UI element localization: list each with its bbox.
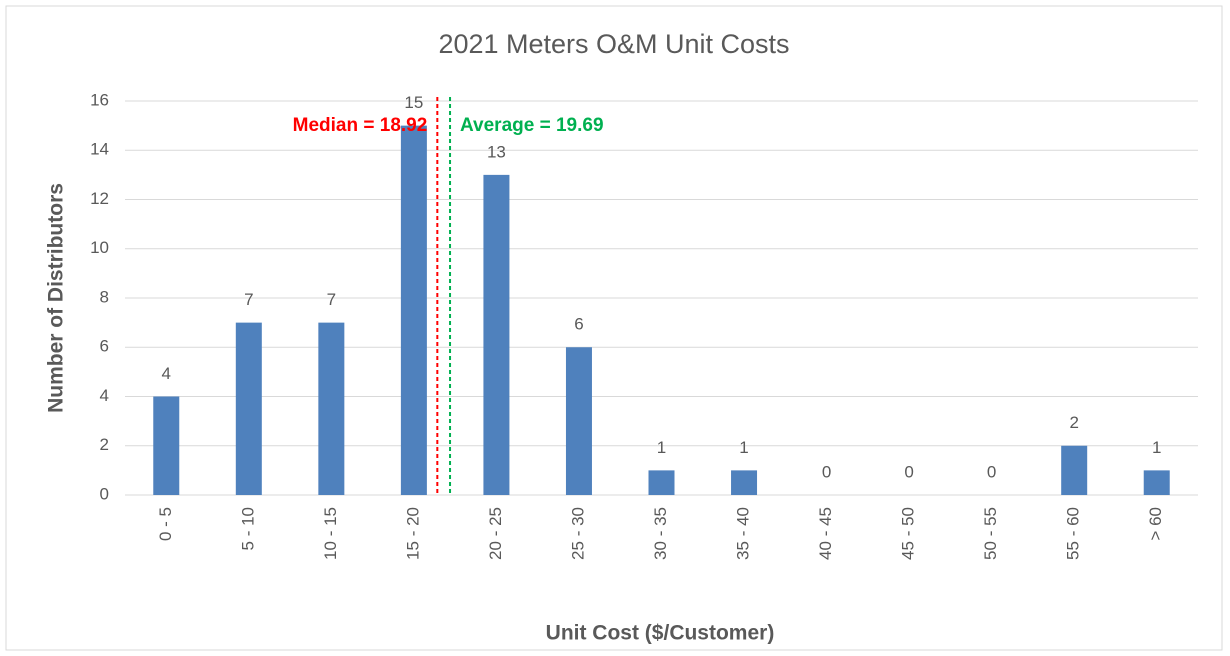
bar <box>483 174 510 495</box>
x-tick-label: 35 - 40 <box>734 507 753 560</box>
y-tick-label: 12 <box>90 189 109 208</box>
data-label: 0 <box>822 462 831 481</box>
bar <box>318 322 345 495</box>
x-tick-label: 0 - 5 <box>156 507 175 541</box>
y-tick-label: 2 <box>100 435 109 454</box>
data-label: 7 <box>327 290 336 309</box>
bar <box>648 470 675 495</box>
bar <box>400 125 427 495</box>
bar <box>1061 445 1088 495</box>
bar <box>1143 470 1170 495</box>
x-tick-label: 45 - 50 <box>899 507 918 560</box>
y-tick-label: 8 <box>100 287 109 306</box>
y-tick-label: 14 <box>90 140 109 159</box>
x-tick-label: 10 - 15 <box>321 507 340 560</box>
data-label: 1 <box>739 438 748 457</box>
data-label: 4 <box>162 364 171 383</box>
data-label: 7 <box>244 290 253 309</box>
data-label: 1 <box>657 438 666 457</box>
annotation: Average = 19.69 <box>460 115 603 136</box>
chart-border <box>5 5 1223 651</box>
annotation: Median = 18.92 <box>293 115 428 136</box>
y-tick-label: 6 <box>100 337 109 356</box>
x-tick-label: 15 - 20 <box>403 507 422 560</box>
y-tick-label: 4 <box>100 386 109 405</box>
x-tick-label: 30 - 35 <box>651 507 670 560</box>
data-label: 0 <box>987 462 996 481</box>
data-label: 1 <box>1152 438 1161 457</box>
x-tick-label: 5 - 10 <box>238 507 257 550</box>
data-label: 0 <box>904 462 913 481</box>
data-label: 15 <box>404 93 423 112</box>
bar <box>235 322 262 495</box>
y-tick-label: 16 <box>90 90 109 109</box>
x-tick-label: 55 - 60 <box>1064 507 1083 560</box>
x-tick-label: 25 - 30 <box>568 507 587 560</box>
bar <box>731 470 758 495</box>
bar <box>565 347 592 495</box>
y-tick-label: 0 <box>100 484 109 503</box>
data-label: 13 <box>487 142 506 161</box>
data-label: 2 <box>1069 413 1078 432</box>
x-tick-label: > 60 <box>1146 507 1165 541</box>
chart-title: 2021 Meters O&M Unit Costs <box>438 29 789 59</box>
x-tick-label: 20 - 25 <box>486 507 505 560</box>
x-axis-title: Unit Cost ($/Customer) <box>546 622 775 645</box>
y-tick-label: 10 <box>90 238 109 257</box>
y-axis-title: Number of Distributors <box>45 183 68 413</box>
x-tick-label: 40 - 45 <box>816 507 835 560</box>
bar <box>153 396 180 495</box>
data-label: 6 <box>574 315 583 334</box>
x-tick-label: 50 - 55 <box>981 507 1000 560</box>
